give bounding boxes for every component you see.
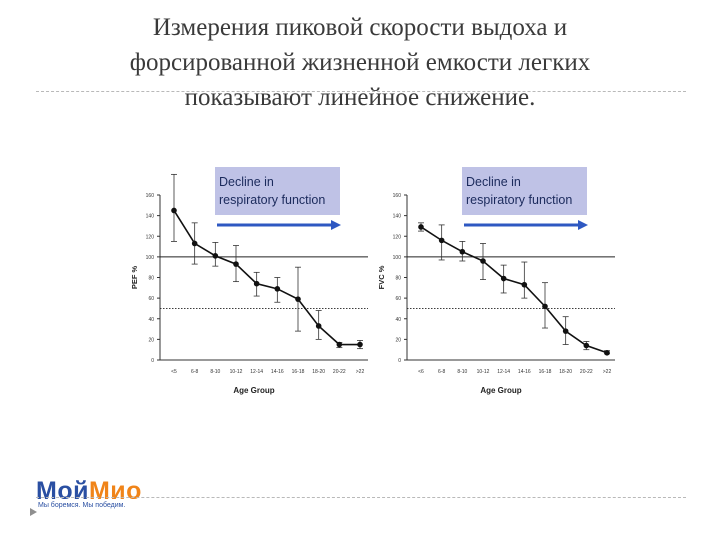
banner-text: Decline in [466, 175, 521, 189]
chart-svg-0: Decline in respiratory function 0 20 40 60 80 1… [130, 167, 368, 395]
y-tick-label: 0 [398, 358, 401, 364]
x-tick-label: 10-12 [477, 369, 490, 375]
x-tick-label: 8-10 [210, 369, 220, 375]
y-tick-label: 120 [146, 234, 155, 240]
x-tick-label: 12-14 [497, 369, 510, 375]
x-tick-label: 14-16 [518, 369, 531, 375]
y-tick-label: 140 [393, 214, 402, 220]
banner-text: respiratory function [219, 193, 325, 207]
y-tick-label: 40 [148, 317, 154, 323]
y-tick-label: 160 [393, 193, 402, 199]
y-tick-label: 20 [148, 337, 154, 343]
x-axis-label: Age Group [233, 386, 274, 395]
data-point [521, 281, 528, 288]
title-line-2: форсированной жизненной емкости легких [129, 49, 591, 76]
data-point [253, 280, 260, 287]
y-tick-label: 60 [148, 296, 154, 302]
y-tick-label: 100 [146, 255, 155, 261]
data-point [583, 342, 590, 349]
data-point [418, 224, 424, 230]
data-point [295, 296, 301, 302]
banner-arrow-head [578, 220, 588, 230]
data-point [459, 248, 466, 255]
data-point [604, 349, 610, 356]
x-tick-label: 6-8 [438, 369, 445, 375]
x-tick-label: 18-20 [312, 369, 325, 375]
data-point [171, 207, 177, 214]
logo-wordmark: МойМио [36, 478, 142, 504]
x-tick-label: 20-22 [333, 369, 346, 375]
y-axis-label: FVC % [377, 265, 386, 289]
x-tick-label: 12-14 [250, 369, 263, 375]
series-line [420, 226, 608, 354]
banner-box [462, 167, 587, 215]
data-point [357, 341, 363, 348]
data-point [500, 275, 507, 282]
y-tick-label: 60 [395, 296, 401, 302]
x-tick-label: 10-12 [230, 369, 243, 375]
x-tick-label: <5 [171, 369, 177, 375]
x-tick-label: 8-10 [457, 369, 467, 375]
data-point [191, 240, 198, 247]
x-tick-label: 14-16 [271, 369, 284, 375]
y-tick-label: 20 [395, 337, 401, 343]
x-tick-label: <6 [418, 369, 424, 375]
x-tick-label: 16-18 [292, 369, 305, 375]
data-point [480, 258, 486, 264]
data-point [274, 286, 281, 292]
slide-title: Измерения пиковой скорости выдоха и форс… [20, 10, 700, 115]
data-point [438, 237, 445, 244]
title-divider [36, 91, 686, 92]
data-point [212, 253, 219, 259]
banner-text: Decline in [219, 175, 274, 189]
slide-bullet-icon [30, 508, 37, 516]
logo-part2: Мио [88, 477, 142, 505]
y-tick-label: 80 [395, 276, 401, 282]
x-tick-label: >22 [356, 369, 365, 375]
data-point [233, 261, 239, 267]
title-line-1: Измерения пиковой скорости выдоха и [152, 14, 568, 41]
logo-tagline: Мы боремся. Мы победим. [38, 502, 126, 509]
logo: МойМио Мы боремся. Мы победим. [36, 478, 196, 512]
y-tick-label: 80 [148, 276, 154, 282]
fvc-chart: Decline in respiratory function 0 20 40 60 80 1… [372, 160, 617, 400]
data-point [542, 303, 548, 310]
y-tick-label: 160 [146, 193, 155, 199]
banner-box [215, 167, 340, 215]
y-tick-label: 40 [395, 317, 401, 323]
x-tick-label: >22 [603, 369, 612, 375]
series-line [173, 210, 360, 346]
title-line-3: показывают линейное снижение. [184, 84, 536, 111]
y-tick-label: 100 [393, 255, 402, 261]
data-point [562, 328, 569, 334]
x-tick-label: 16-18 [539, 369, 552, 375]
y-tick-label: 140 [146, 214, 155, 220]
chart-svg-1: Decline in respiratory function 0 20 40 60 80 1… [377, 167, 615, 395]
x-tick-label: 18-20 [559, 369, 572, 375]
pef-chart: Decline in respiratory function 0 20 40 60 80 1… [125, 160, 370, 400]
logo-part1: Мой [36, 477, 89, 505]
banner-text: respiratory function [466, 193, 572, 207]
x-tick-label: 20-22 [580, 369, 593, 375]
y-tick-label: 0 [151, 358, 154, 364]
banner-arrow-head [331, 220, 341, 230]
data-point [336, 341, 343, 348]
x-axis-label: Age Group [480, 386, 521, 395]
data-point [315, 323, 322, 329]
y-tick-label: 120 [393, 234, 402, 240]
x-tick-label: 6-8 [191, 369, 198, 375]
y-axis-label: PEF % [130, 266, 139, 290]
footer-divider [36, 497, 686, 498]
